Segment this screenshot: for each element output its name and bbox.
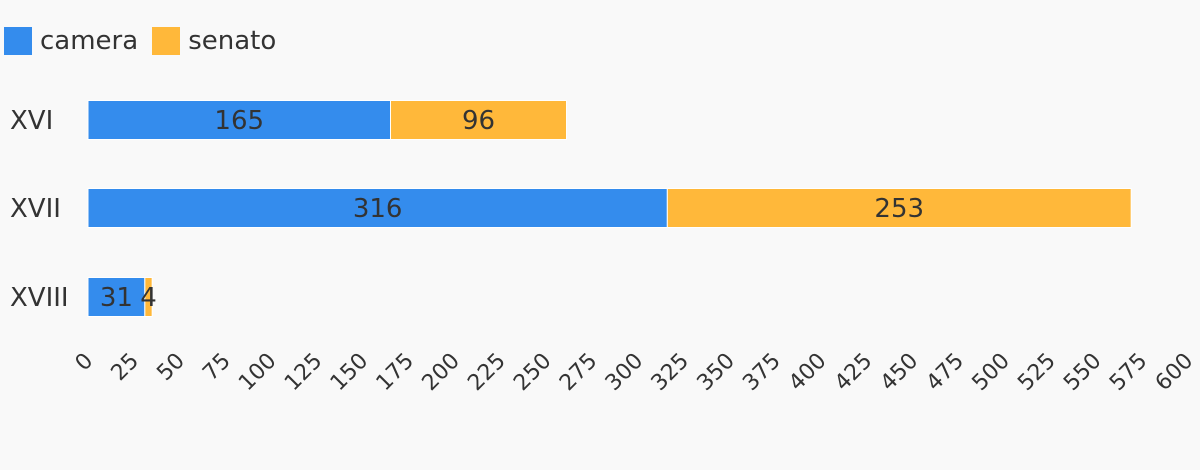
- x-tick-label-450: 450: [876, 349, 923, 396]
- x-tick-label-0: 0: [71, 349, 99, 377]
- x-tick-label-175: 175: [372, 349, 419, 396]
- legend-swatch-camera: [4, 27, 32, 55]
- x-tick-label-600: 600: [1151, 349, 1198, 396]
- data-label-camera-xviii: 31: [100, 283, 133, 313]
- legend-item-camera[interactable]: camera: [4, 24, 138, 58]
- x-tick-label-325: 325: [647, 349, 694, 396]
- x-tick-label-350: 350: [693, 349, 740, 396]
- x-tick-label-75: 75: [198, 349, 235, 386]
- x-tick-label-400: 400: [784, 349, 831, 396]
- x-tick-label-250: 250: [509, 349, 556, 396]
- x-tick-label-200: 200: [418, 349, 465, 396]
- legend-item-senato[interactable]: senato: [152, 24, 276, 58]
- bar-senato-xvi[interactable]: [390, 100, 567, 140]
- x-tick-label-525: 525: [1013, 349, 1060, 396]
- x-tick-label-550: 550: [1059, 349, 1106, 396]
- x-tick-label-475: 475: [922, 349, 969, 396]
- x-tick-label-150: 150: [326, 349, 373, 396]
- legend-label-senato: senato: [188, 26, 277, 56]
- x-axis-ticks: 0 25 50 75100125150175200225250275300325350…: [71, 349, 1199, 396]
- x-tick-label-25: 25: [107, 349, 144, 386]
- legend-swatch-senato: [152, 27, 181, 55]
- bar-camera-xvi[interactable]: [87, 100, 391, 140]
- x-tick-label-575: 575: [1105, 349, 1152, 396]
- data-label-senato-xvii: 253: [874, 194, 924, 224]
- x-tick-label-425: 425: [830, 349, 877, 396]
- bar-camera-xvii[interactable]: [87, 188, 668, 228]
- x-tick-label-300: 300: [601, 349, 648, 396]
- category-label-xviii: XVIII: [10, 283, 69, 313]
- category-label-xvii: XVII: [10, 194, 61, 224]
- category-label-xvi: XVI: [10, 106, 53, 136]
- bars: 165 96 316 253 31 4: [87, 100, 1132, 317]
- bar-senato-xvii[interactable]: [666, 188, 1132, 228]
- data-label-camera-xvi: 165: [214, 106, 264, 136]
- x-tick-label-50: 50: [152, 349, 189, 386]
- category-labels: XVI XVII XVIII: [10, 106, 69, 313]
- bar-camera-xviii[interactable]: [87, 277, 146, 317]
- bar-senato-xviii[interactable]: [144, 277, 153, 317]
- x-tick-label-125: 125: [280, 349, 327, 396]
- x-tick-label-375: 375: [738, 349, 785, 396]
- x-tick-label-500: 500: [968, 349, 1015, 396]
- x-tick-label-225: 225: [463, 349, 510, 396]
- legend-label-camera: camera: [40, 26, 139, 56]
- data-label-senato-xvi: 96: [462, 106, 495, 136]
- legend: camera senato: [4, 24, 290, 58]
- data-label-senato-xviii: 4: [140, 283, 157, 313]
- x-tick-label-100: 100: [234, 349, 281, 396]
- x-tick-label-275: 275: [555, 349, 602, 396]
- data-label-camera-xvii: 316: [353, 194, 403, 224]
